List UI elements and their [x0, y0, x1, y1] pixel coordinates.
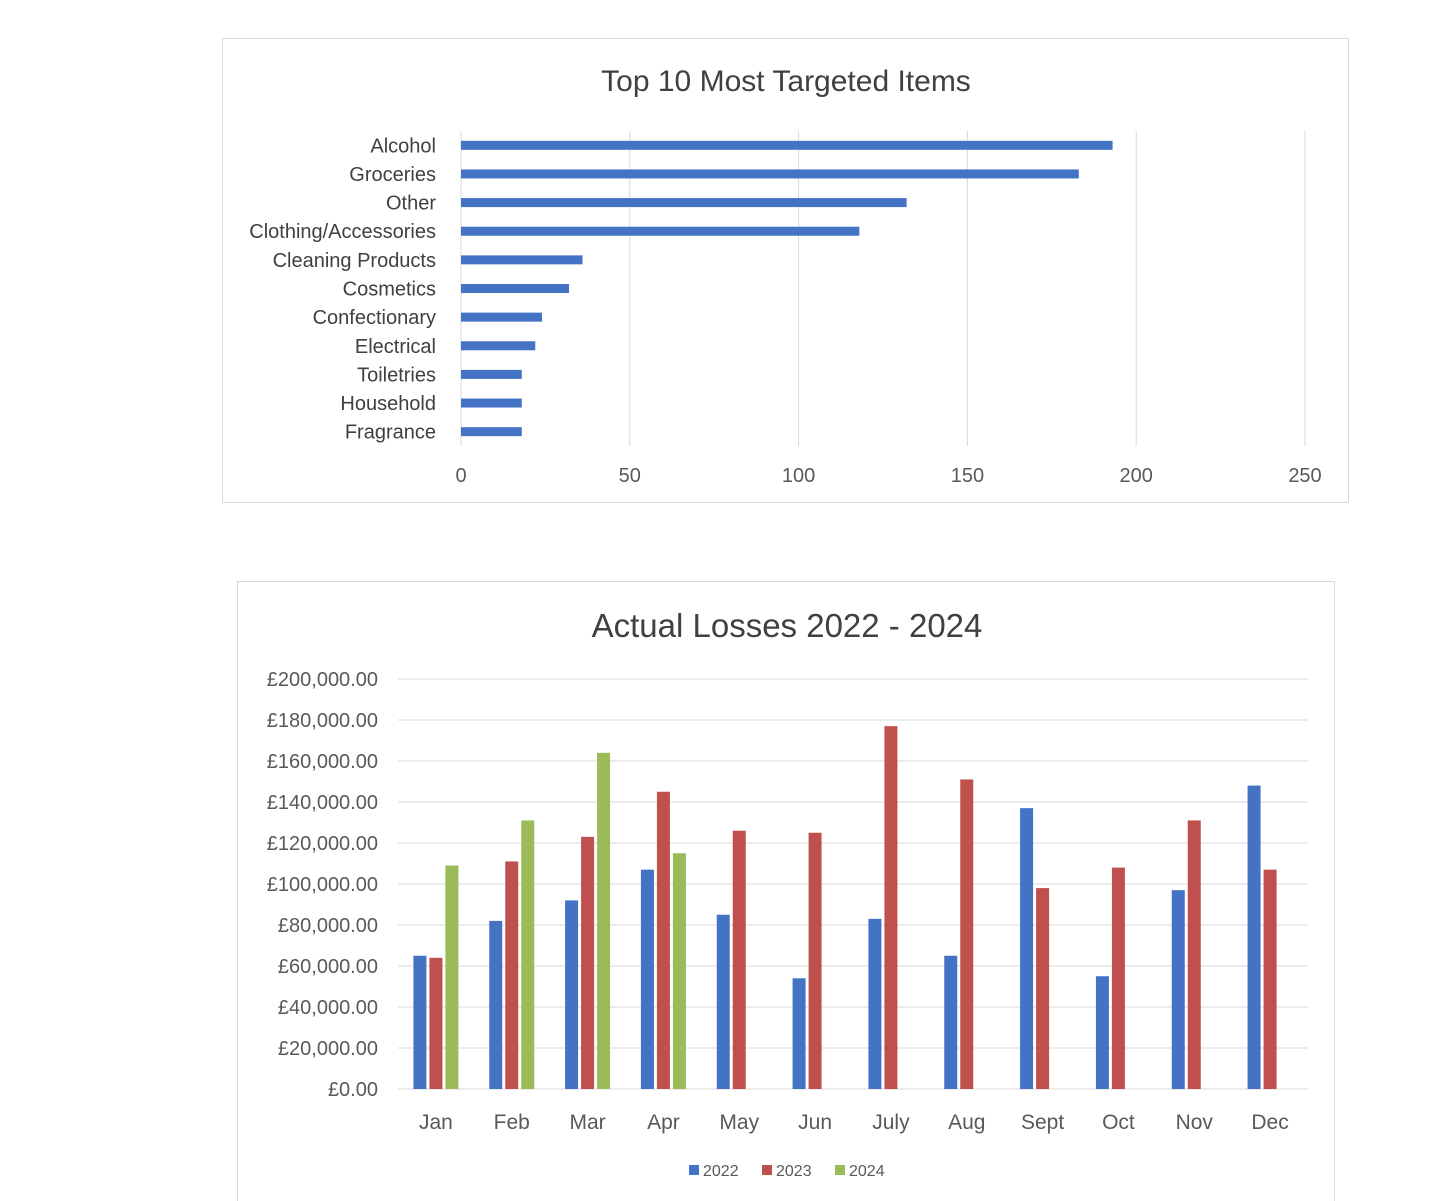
bar-2024-jan	[445, 865, 459, 1089]
bar-2024-mar	[597, 752, 611, 1089]
bar-2023-may	[732, 830, 746, 1089]
y-tick-label-1: £180,000.00	[267, 710, 378, 732]
bar-alcohol	[461, 140, 1113, 150]
bar-cleaning-products	[461, 255, 583, 265]
bar-2022-apr	[640, 869, 654, 1089]
month-label-may: May	[719, 1111, 759, 1134]
x-tick-label-0: 0	[455, 465, 466, 487]
month-label-mar: Mar	[569, 1111, 605, 1134]
bar-2024-apr	[672, 853, 686, 1089]
bar-electrical	[461, 341, 536, 351]
bar-2023-nov	[1187, 820, 1201, 1089]
bar-2023-feb	[505, 861, 519, 1089]
bar-2022-feb	[489, 920, 503, 1089]
bar-2022-oct	[1095, 976, 1109, 1089]
bar-2023-july	[884, 726, 898, 1089]
category-label-toiletries: Toiletries	[357, 364, 436, 386]
bar-2023-mar	[581, 836, 595, 1089]
bar-2023-oct	[1111, 867, 1125, 1089]
bar-2024-feb	[521, 820, 535, 1089]
month-label-july: July	[872, 1111, 910, 1134]
category-label-cleaning-products: Cleaning Products	[273, 250, 436, 272]
top-items-chart: Top 10 Most Targeted Items 0 50 100 150 200 2…	[249, 65, 1321, 487]
y-tick-label-2: £160,000.00	[267, 751, 378, 773]
month-label-jan: Jan	[419, 1111, 453, 1134]
month-label-apr: Apr	[647, 1111, 680, 1134]
legend-label-2024: 2024	[849, 1163, 885, 1180]
month-label-nov: Nov	[1176, 1111, 1214, 1134]
bar-fragrance	[461, 427, 522, 437]
bar-2023-aug	[960, 779, 974, 1089]
month-label-sept: Sept	[1021, 1111, 1064, 1134]
bar-cosmetics	[461, 284, 570, 293]
category-label-other: Other	[386, 193, 436, 215]
legend-swatch-2022	[689, 1165, 699, 1175]
bar-2023-sept	[1036, 888, 1050, 1089]
month-label-dec: Dec	[1251, 1111, 1288, 1134]
bar-2023-apr	[656, 791, 670, 1089]
bar-2022-jun	[792, 978, 806, 1089]
x-tick-label-100: 100	[782, 465, 815, 487]
y-tick-label-4: £120,000.00	[267, 833, 378, 855]
category-label-cosmetics: Cosmetics	[343, 279, 436, 301]
category-label-clothing-accessories: Clothing/Accessories	[249, 221, 436, 243]
bar-2022-nov	[1171, 890, 1185, 1089]
legend-label-2022: 2022	[703, 1163, 739, 1180]
y-tick-label-5: £100,000.00	[267, 874, 378, 896]
y-tick-label-0: £200,000.00	[267, 669, 378, 691]
category-label-alcohol: Alcohol	[370, 135, 436, 157]
y-tick-label-6: £80,000.00	[278, 915, 378, 937]
losses-chart-panel: Actual Losses 2022 - 2024 £200,000.00 £18…	[237, 581, 1335, 1201]
x-tick-label-250: 250	[1288, 465, 1321, 487]
bar-2023-dec	[1263, 869, 1277, 1089]
bar-2022-july	[868, 918, 882, 1089]
y-tick-label-7: £60,000.00	[278, 956, 378, 978]
legend-swatch-2024	[835, 1165, 845, 1175]
category-label-groceries: Groceries	[349, 164, 436, 186]
x-tick-label-50: 50	[619, 465, 641, 487]
bar-2023-jan	[429, 957, 443, 1089]
month-label-feb: Feb	[494, 1111, 530, 1134]
bar-2022-sept	[1020, 808, 1034, 1089]
bar-toiletries	[461, 369, 522, 379]
x-tick-label-150: 150	[951, 465, 984, 487]
bar-2022-aug	[944, 955, 958, 1089]
month-label-jun: Jun	[798, 1111, 832, 1134]
category-label-electrical: Electrical	[355, 336, 436, 358]
losses-chart: Actual Losses 2022 - 2024 £200,000.00 £18…	[267, 607, 1308, 1180]
bar-2022-jan	[413, 955, 427, 1089]
category-label-fragrance: Fragrance	[345, 422, 436, 444]
legend-label-2023: 2023	[776, 1163, 812, 1180]
bar-other	[461, 198, 907, 208]
losses-chart-title: Actual Losses 2022 - 2024	[592, 607, 983, 644]
x-tick-label-200: 200	[1120, 465, 1153, 487]
bar-household	[461, 398, 522, 408]
bar-2022-dec	[1247, 785, 1261, 1089]
bar-groceries	[461, 169, 1079, 179]
y-tick-label-9: £20,000.00	[278, 1038, 378, 1060]
y-tick-label-8: £40,000.00	[278, 997, 378, 1019]
bar-2023-jun	[808, 832, 822, 1089]
bar-2022-mar	[565, 900, 579, 1089]
category-label-confectionary: Confectionary	[313, 307, 436, 329]
top-items-chart-panel: Top 10 Most Targeted Items 0 50 100 150 200 2…	[222, 38, 1349, 503]
y-tick-label-3: £140,000.00	[267, 792, 378, 814]
legend-swatch-2023	[762, 1165, 772, 1175]
top-items-chart-title: Top 10 Most Targeted Items	[601, 65, 971, 98]
bar-2022-may	[716, 914, 730, 1089]
month-label-oct: Oct	[1102, 1111, 1135, 1134]
month-label-aug: Aug	[948, 1111, 985, 1134]
bar-confectionary	[461, 312, 543, 322]
bar-clothing-accessories	[461, 226, 860, 236]
y-tick-label-10: £0.00	[328, 1079, 378, 1101]
category-label-household: Household	[340, 393, 436, 415]
